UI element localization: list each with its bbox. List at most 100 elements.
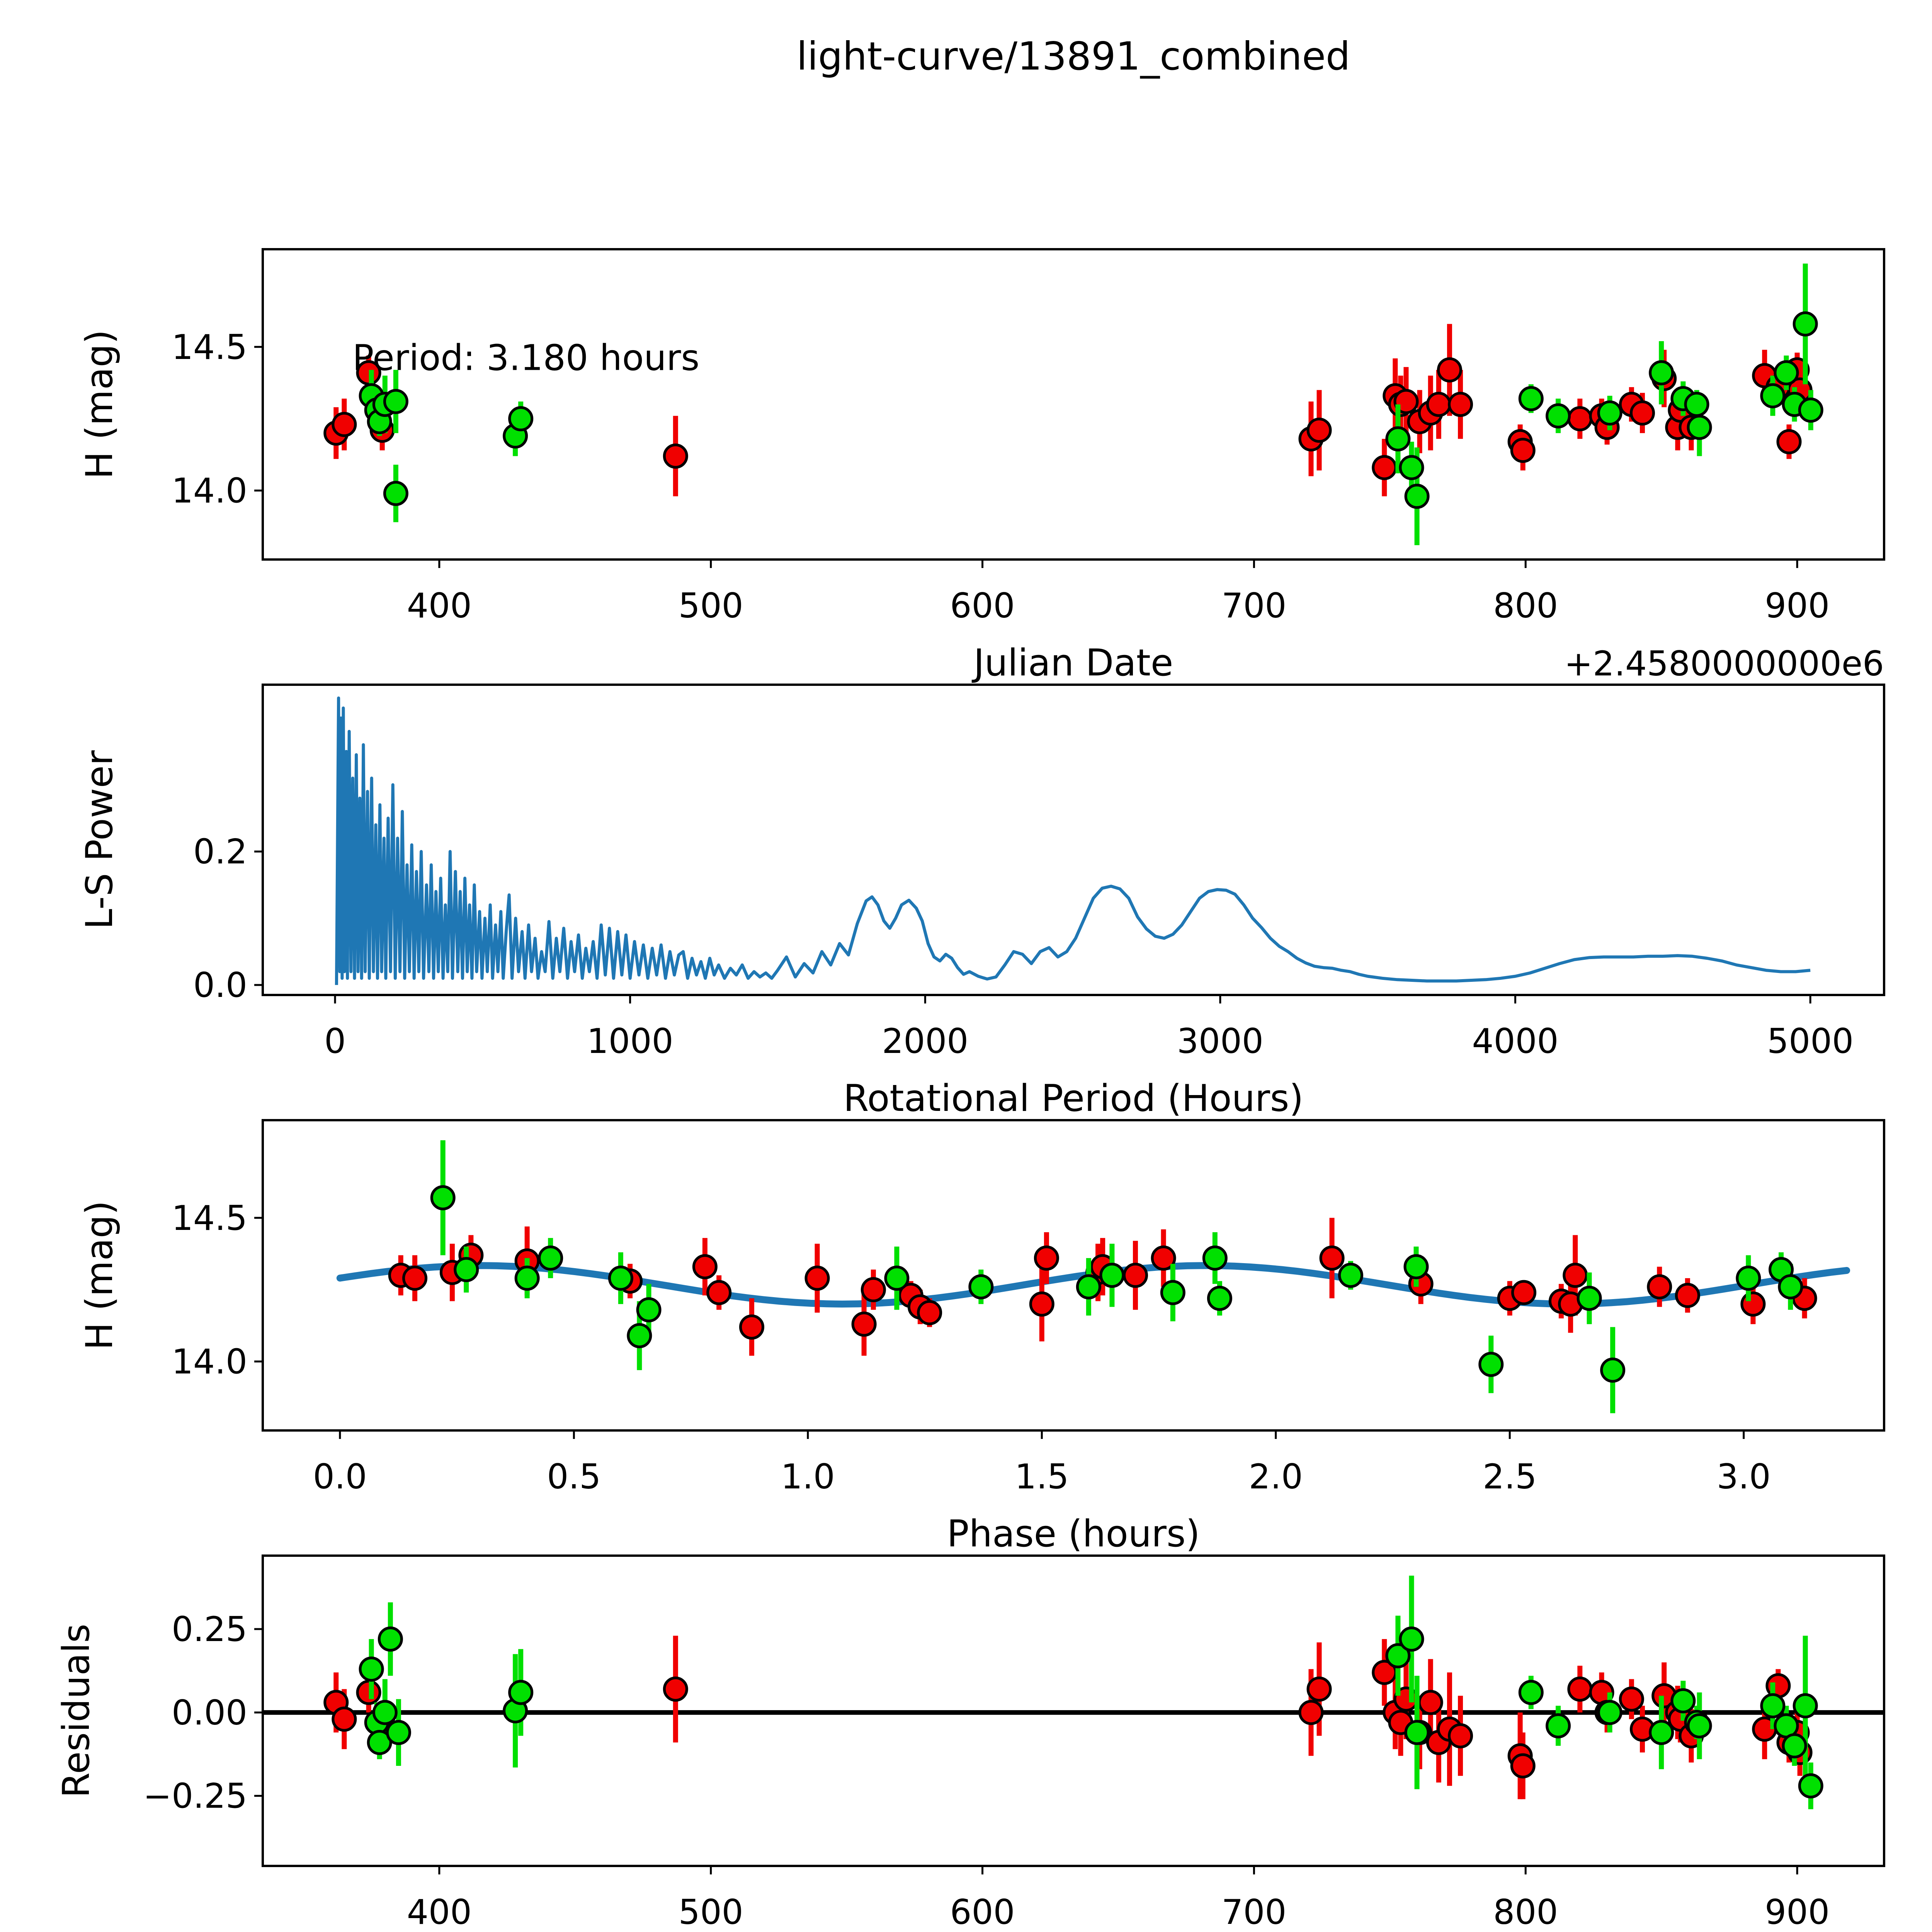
data-point-red xyxy=(1393,389,1419,414)
data-point-green xyxy=(636,1297,662,1323)
x-tick-label: 800 xyxy=(1493,586,1558,626)
axes-frame xyxy=(262,1554,1885,1867)
data-point-red xyxy=(1567,1676,1593,1702)
data-point-red xyxy=(1740,1291,1766,1317)
x-tick-label: 4000 xyxy=(1472,1021,1559,1061)
data-point-red xyxy=(1563,1263,1588,1288)
data-point-red xyxy=(1122,1263,1148,1288)
data-point-red xyxy=(663,443,688,469)
data-point-green xyxy=(508,406,534,432)
x-tick-label: 2.0 xyxy=(1249,1457,1303,1497)
data-point-red xyxy=(1418,1690,1443,1715)
x-tick-label: 1.5 xyxy=(1015,1457,1069,1497)
data-point-green xyxy=(1670,1688,1696,1714)
x-tick-label: 3000 xyxy=(1177,1021,1264,1061)
data-point-green xyxy=(538,1245,563,1271)
data-point-green xyxy=(1399,455,1424,480)
data-point-red xyxy=(1426,392,1451,417)
data-point-green xyxy=(1518,386,1544,412)
red-series xyxy=(323,1636,1813,1799)
data-point-green xyxy=(1403,1254,1429,1279)
x-tick-label: 0.5 xyxy=(547,1457,601,1497)
data-point-red xyxy=(1511,1280,1537,1305)
data-point-green xyxy=(1404,1720,1430,1745)
x-tick-label: 700 xyxy=(1221,586,1286,626)
data-point-green xyxy=(1649,1720,1674,1745)
y-tick-label: −0.25 xyxy=(143,1776,247,1816)
x-axis-label: Julian Date xyxy=(972,642,1173,684)
data-point-red xyxy=(1629,400,1655,426)
periodogram-line xyxy=(335,696,1811,985)
data-point-red xyxy=(1619,1686,1644,1712)
data-point-red xyxy=(917,1300,942,1325)
x-tick-label: 5000 xyxy=(1767,1021,1854,1061)
data-point-red xyxy=(1675,1283,1700,1308)
data-point-green xyxy=(386,1720,411,1745)
data-point-green xyxy=(1782,1733,1807,1759)
data-point-green xyxy=(383,481,408,506)
y-tick-label: 0.2 xyxy=(193,832,247,872)
y-tick-label: 14.5 xyxy=(172,1198,247,1238)
data-point-green xyxy=(1798,1773,1823,1799)
data-point-green xyxy=(1687,1713,1712,1738)
data-point-green xyxy=(1760,383,1786,408)
data-point-red xyxy=(1151,1245,1176,1271)
data-point-red xyxy=(1034,1245,1059,1271)
data-point-green xyxy=(884,1265,910,1291)
data-point-red xyxy=(861,1277,886,1303)
axes-frame xyxy=(262,684,1885,996)
data-point-green xyxy=(1597,1700,1622,1725)
axes-frame xyxy=(262,1119,1885,1432)
data-point-red xyxy=(1029,1291,1054,1317)
data-point-green xyxy=(372,1700,398,1725)
data-point-green xyxy=(1546,1713,1571,1738)
data-point-green xyxy=(1202,1245,1228,1271)
x-tick-label: 700 xyxy=(1221,1892,1286,1932)
data-point-red xyxy=(851,1311,877,1337)
data-point-green xyxy=(1649,360,1674,386)
data-point-green xyxy=(1798,397,1823,423)
data-point-green xyxy=(1687,415,1712,440)
data-point-green xyxy=(968,1274,994,1299)
data-point-green xyxy=(627,1323,652,1349)
x-tick-label: 900 xyxy=(1765,1892,1830,1932)
y-axis-label: Residuals xyxy=(55,1624,98,1798)
data-point-red xyxy=(356,1680,381,1705)
data-point-red xyxy=(1319,1245,1345,1271)
data-point-green xyxy=(1684,392,1709,417)
data-point-red xyxy=(1510,1753,1536,1779)
x-tick-label: 600 xyxy=(950,586,1015,626)
data-point-green xyxy=(1736,1265,1761,1291)
panel-jd-magnitude: 400 500 600 700 800 900 14.0 14.5 Julian Date +2.… xyxy=(78,248,1885,684)
data-point-red xyxy=(1448,392,1473,417)
data-point-red xyxy=(1510,437,1536,463)
data-point-red xyxy=(1298,1700,1324,1725)
y-tick-label: 14.5 xyxy=(172,327,247,367)
x-tick-label: 800 xyxy=(1493,1892,1558,1932)
x-tick-label: 400 xyxy=(407,1892,472,1932)
data-point-green xyxy=(430,1185,456,1211)
data-point-green xyxy=(1338,1263,1363,1288)
panels-group: 400 500 600 700 800 900 14.0 14.5 Julian Date +2.… xyxy=(55,248,1885,1932)
x-tick-label: 1.0 xyxy=(781,1457,835,1497)
data-point-red xyxy=(1448,1723,1473,1748)
y-tick-label: 0.00 xyxy=(172,1693,247,1733)
data-point-red xyxy=(1437,357,1462,383)
data-point-green xyxy=(1399,1626,1424,1652)
x-tick-label: 1000 xyxy=(587,1021,673,1061)
data-point-green xyxy=(514,1265,540,1291)
green-series xyxy=(359,264,1823,545)
x-axis-offset-label: +2.4580000000e6 xyxy=(1564,644,1884,684)
data-point-red xyxy=(1647,1274,1672,1299)
data-point-green xyxy=(454,1257,479,1282)
x-tick-label: 2.5 xyxy=(1483,1457,1537,1497)
data-point-green xyxy=(367,1730,392,1755)
y-axis-label: L-S Power xyxy=(78,750,121,929)
data-point-green xyxy=(608,1265,633,1291)
data-point-green xyxy=(1774,360,1799,386)
data-point-red xyxy=(1776,429,1802,454)
y-axis-label: H (mag) xyxy=(78,1201,121,1350)
